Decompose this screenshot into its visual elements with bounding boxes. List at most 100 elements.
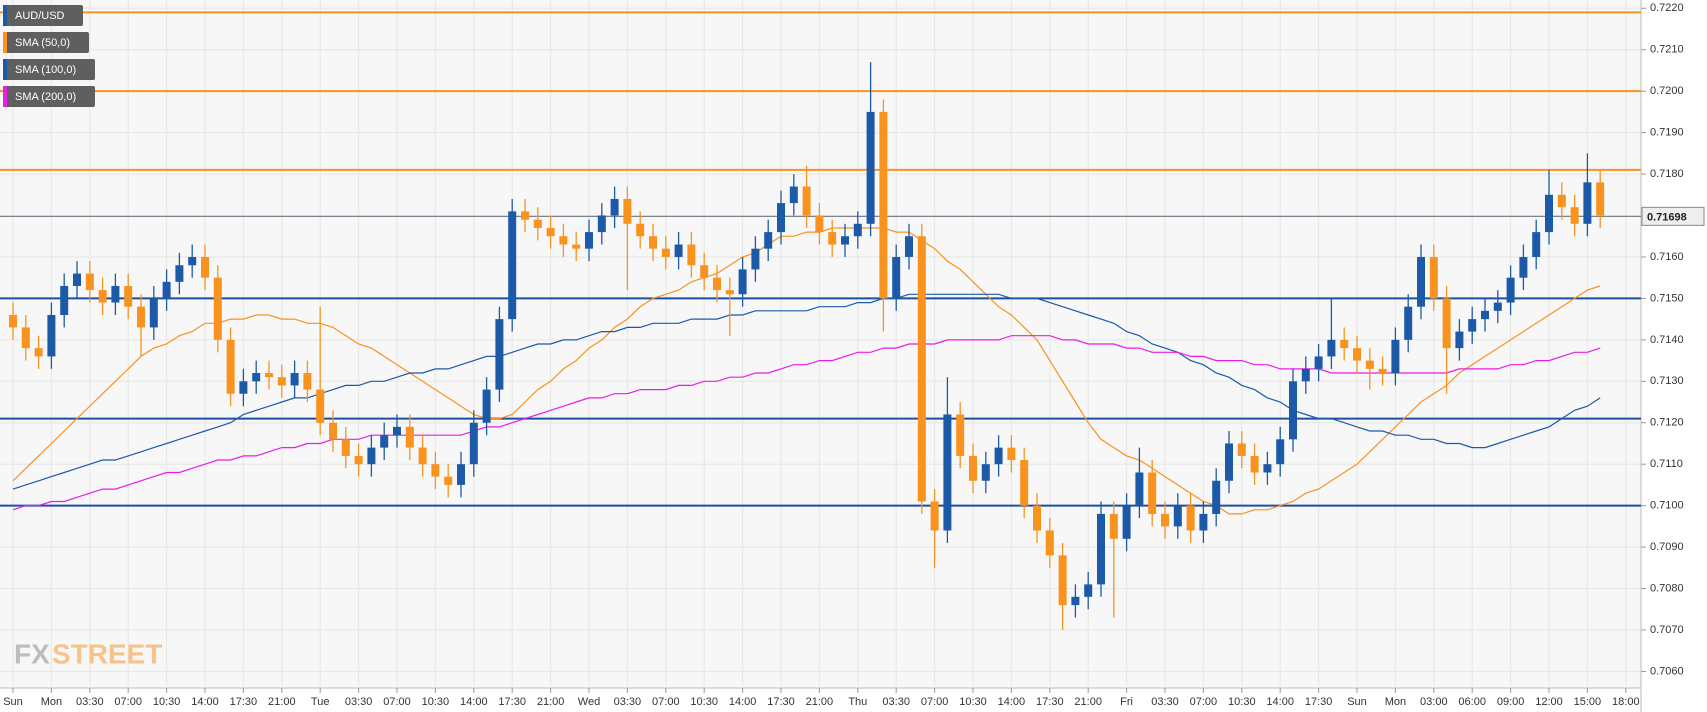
candle-body — [1442, 298, 1451, 349]
x-tick-label: 03:30 — [1151, 696, 1179, 708]
candle-body — [917, 236, 926, 502]
watermark: FX — [14, 638, 50, 669]
x-tick-label: 17:30 — [230, 696, 258, 708]
legend-label: SMA (200,0) — [15, 91, 76, 103]
candle-body — [649, 236, 657, 249]
candle-body — [277, 377, 286, 386]
x-tick-label: 03:00 — [1420, 696, 1448, 708]
candle-body — [226, 339, 235, 394]
y-tick-label: 0.7160 — [1650, 251, 1684, 263]
candle-body — [930, 501, 939, 531]
candle-body — [431, 464, 440, 477]
x-tick-label: 14:00 — [191, 696, 219, 708]
candle-body — [1109, 513, 1118, 539]
x-tick-label: 14:00 — [1266, 696, 1294, 708]
candle-body — [1033, 505, 1041, 531]
candle-body — [623, 198, 632, 224]
candle-body — [687, 244, 696, 266]
x-tick-label: 14:00 — [998, 696, 1026, 708]
candle-body — [252, 373, 261, 382]
price-label: 0.71698 — [1647, 211, 1687, 223]
candle-body — [610, 198, 619, 216]
candle-body — [1455, 331, 1464, 349]
x-tick-label: Sun — [1347, 696, 1367, 708]
candle-body — [674, 244, 683, 257]
candle-body — [789, 186, 798, 204]
plot-area — [0, 0, 1641, 688]
legend-swatch — [3, 86, 7, 107]
candle-body — [1276, 439, 1285, 465]
candle-body — [1161, 513, 1169, 527]
candle-body — [1122, 505, 1131, 539]
x-tick-label: Fri — [1120, 696, 1133, 708]
candle-body — [21, 327, 30, 349]
candle-body — [828, 232, 837, 245]
candle-body — [418, 447, 427, 465]
x-tick-label: 21:00 — [537, 696, 565, 708]
candle-body — [444, 476, 453, 485]
x-tick-label: 14:00 — [460, 696, 488, 708]
candle-body — [866, 111, 875, 224]
candle-body — [239, 381, 248, 394]
candle-body — [751, 248, 760, 270]
candle-body — [802, 186, 811, 216]
x-tick-label: 17:30 — [1036, 696, 1064, 708]
x-tick-label: 14:00 — [729, 696, 757, 708]
candle-body — [1493, 302, 1502, 311]
candle-body — [1570, 207, 1579, 224]
candle-body — [533, 219, 542, 228]
y-tick-label: 0.7070 — [1650, 624, 1684, 636]
candle-body — [111, 285, 120, 303]
candle-body — [1378, 368, 1387, 374]
candle-body — [1417, 256, 1425, 307]
candle-body — [1225, 443, 1233, 481]
x-tick-label: 07:00 — [383, 696, 411, 708]
x-tick-label: 10:30 — [1228, 696, 1256, 708]
candle-body — [1058, 555, 1067, 606]
legend-swatch — [3, 5, 7, 26]
candle-body — [636, 223, 645, 237]
y-tick-label: 0.7120 — [1650, 417, 1684, 429]
y-tick-label: 0.7220 — [1650, 2, 1684, 14]
y-tick-label: 0.7210 — [1650, 44, 1684, 56]
candle-body — [1429, 256, 1438, 299]
candle-body — [1557, 194, 1566, 208]
x-tick-label: 17:30 — [498, 696, 526, 708]
candle-body — [495, 319, 504, 390]
y-tick-label: 0.7060 — [1650, 665, 1684, 677]
x-tick-label: 10:30 — [690, 696, 718, 708]
candle-body — [380, 435, 389, 448]
y-tick-label: 0.7200 — [1650, 85, 1684, 97]
y-tick-label: 0.7140 — [1650, 334, 1684, 346]
candle-body — [1250, 455, 1259, 473]
x-tick-label: 15:00 — [1574, 696, 1602, 708]
candle-body — [1135, 472, 1144, 506]
candle-body — [597, 215, 606, 233]
candle-body — [1212, 480, 1221, 514]
candle-body — [841, 236, 849, 245]
x-tick-label: 07:00 — [114, 696, 142, 708]
candle-body — [1353, 348, 1361, 361]
candle-body — [85, 273, 94, 291]
x-tick-label: 03:30 — [345, 696, 373, 708]
candle-body — [943, 414, 952, 531]
candle-body — [47, 314, 56, 357]
candle-body — [1545, 194, 1553, 233]
candle-body — [892, 256, 901, 299]
candle-body — [175, 265, 184, 282]
x-tick-label: 21:00 — [268, 696, 296, 708]
candle-body — [290, 373, 299, 386]
candle-body — [354, 455, 363, 465]
y-tick-label: 0.7100 — [1650, 500, 1684, 512]
candle-body — [1263, 464, 1272, 473]
y-tick-label: 0.7080 — [1650, 582, 1684, 594]
y-tick-label: 0.7190 — [1650, 127, 1684, 139]
candle-body — [1097, 513, 1105, 585]
candle-body — [1327, 339, 1336, 357]
candle-body — [457, 464, 465, 485]
x-tick-label: 10:30 — [153, 696, 181, 708]
x-tick-label: Tue — [311, 696, 330, 708]
candle-body — [367, 447, 376, 465]
candle-body — [1583, 182, 1592, 224]
y-tick-label: 0.7130 — [1650, 375, 1684, 387]
